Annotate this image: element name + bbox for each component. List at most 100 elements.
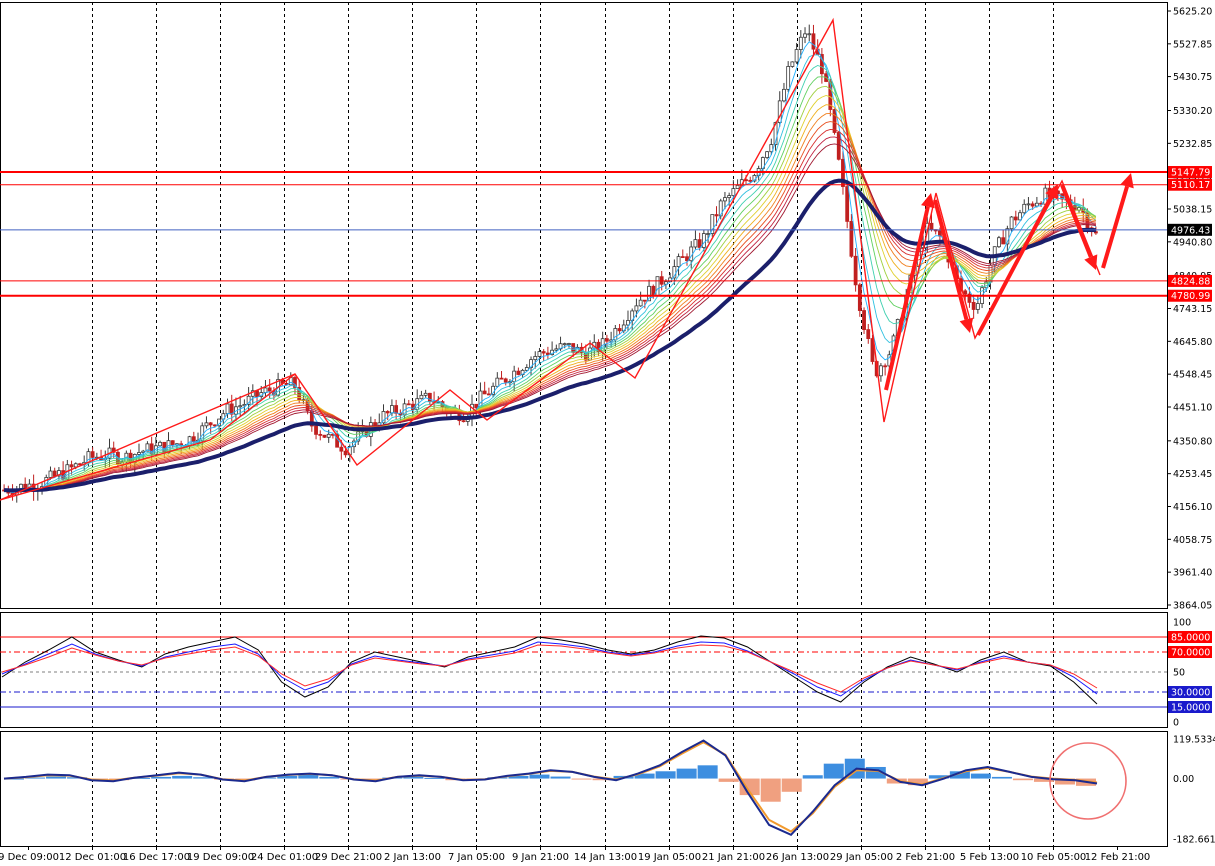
macd-histogram-bar [865, 766, 886, 779]
candle-body [390, 405, 394, 414]
candle-body [967, 293, 972, 303]
ribbon-ma-line [4, 121, 1096, 492]
arrow-down-2[interactable] [1060, 184, 1098, 270]
price-y-tick-label: 4350.80 [1173, 436, 1212, 447]
candle-body [537, 351, 542, 357]
ribbon-ma-line [4, 136, 1096, 492]
price-y-tick-label: 4253.45 [1173, 469, 1212, 480]
x-tick-label: 26 Jan 13:00 [766, 852, 829, 862]
arrow-down-1[interactable] [933, 199, 974, 333]
macd-y-tick-label: -182.6615 [1173, 835, 1215, 846]
level-price-tag [1168, 178, 1212, 191]
macd-histogram-bar [718, 778, 739, 782]
arrow-head [1045, 184, 1058, 200]
macd-y-tick-label: 0.00 [1173, 774, 1194, 785]
candle-body [524, 367, 529, 371]
macd-histogram-bar [676, 768, 697, 779]
level-price-label: 5110.17 [1171, 180, 1210, 191]
macd-histogram-bar [592, 778, 613, 781]
level-price-tag [1168, 166, 1212, 179]
candle-body [870, 338, 875, 362]
candle-body [352, 440, 356, 448]
candle-body [1005, 228, 1010, 245]
macd-frame [0, 731, 1168, 847]
x-tick-label: 29 Jan 05:00 [830, 852, 893, 862]
x-tick-label: 12 Dec 01:00 [59, 852, 126, 862]
candle-body [326, 433, 331, 438]
rsi-level-label: 85.0000 [1171, 633, 1210, 644]
macd-histogram-bar [823, 763, 844, 779]
arrow-shaft [884, 206, 930, 391]
candle-body [997, 237, 1001, 248]
level-price-tag [1168, 289, 1212, 302]
x-tick-label: 5 Feb 13:00 [960, 852, 1019, 862]
arrow-up-3[interactable] [1101, 173, 1134, 269]
price-y-tick-label: 4743.15 [1173, 304, 1212, 315]
arrow-shaft [1060, 184, 1093, 258]
ribbon-ma-line [4, 85, 1097, 492]
candle-body [634, 305, 639, 312]
zigzag-trend-lines[interactable] [0, 17, 1101, 501]
candle-body [929, 222, 934, 231]
candle-body [486, 393, 491, 396]
candle-body [710, 214, 715, 234]
price-y-tick-label: 5527.85 [1173, 39, 1212, 50]
arrow-up-2[interactable] [976, 184, 1058, 336]
candle-body [541, 351, 546, 354]
candle-body [769, 144, 774, 153]
candle-body [664, 281, 668, 285]
candle-body [685, 256, 689, 262]
candle-body [845, 186, 850, 222]
candle-body [339, 446, 344, 452]
macd-histogram-bar [781, 778, 802, 792]
macd-histogram-bar [361, 778, 382, 780]
candle-body [718, 200, 723, 217]
macd-panel[interactable] [3, 739, 1127, 837]
current-price-label: 4976.43 [1171, 225, 1210, 236]
rsi-panel[interactable] [0, 635, 1167, 708]
ribbon-ma-line [4, 95, 1097, 492]
candle-body [963, 290, 968, 295]
price-frame [0, 2, 1168, 609]
rising-trend-line[interactable] [0, 373, 296, 501]
candle-body [423, 392, 428, 396]
candle-body [655, 276, 660, 297]
candle-body [170, 440, 175, 446]
candle-body [798, 36, 803, 50]
candle-body [381, 411, 386, 424]
macd-y-tick-label: 119.5334 [1173, 735, 1215, 746]
candle-body [545, 352, 550, 355]
candle-body [373, 422, 377, 426]
candle-body [731, 188, 736, 197]
candle-body [385, 411, 390, 414]
candle-body [1030, 203, 1035, 207]
candle-body [782, 88, 786, 102]
price-y-tick-label: 4058.75 [1173, 535, 1212, 546]
arrow-up-1[interactable] [884, 193, 935, 391]
rsi-y-tick-label: 50 [1173, 668, 1185, 679]
candle-body [879, 365, 883, 377]
price-panel[interactable] [0, 17, 1167, 503]
macd-histogram-bar [655, 771, 676, 779]
x-tick-label: 7 Jan 05:00 [448, 852, 505, 862]
candle-body [803, 33, 807, 38]
candle-body [1034, 202, 1039, 207]
thick-ma-line [4, 178, 1096, 493]
candle-body [938, 230, 942, 237]
candle-body [293, 377, 297, 388]
candle-body [706, 233, 710, 235]
rsi-level-label: 30.0000 [1171, 688, 1210, 699]
candle-body [748, 179, 753, 182]
candle-body [48, 470, 53, 478]
candle-body [676, 256, 681, 268]
rsi-level-label: 15.0000 [1171, 703, 1210, 714]
candle-body [516, 370, 521, 375]
candle-body [461, 420, 466, 423]
candle-body [267, 387, 272, 392]
candle-body [246, 395, 251, 405]
candle-body [642, 299, 647, 302]
ribbon-ma-line [4, 104, 1097, 492]
macd-histogram-bar [256, 777, 277, 779]
